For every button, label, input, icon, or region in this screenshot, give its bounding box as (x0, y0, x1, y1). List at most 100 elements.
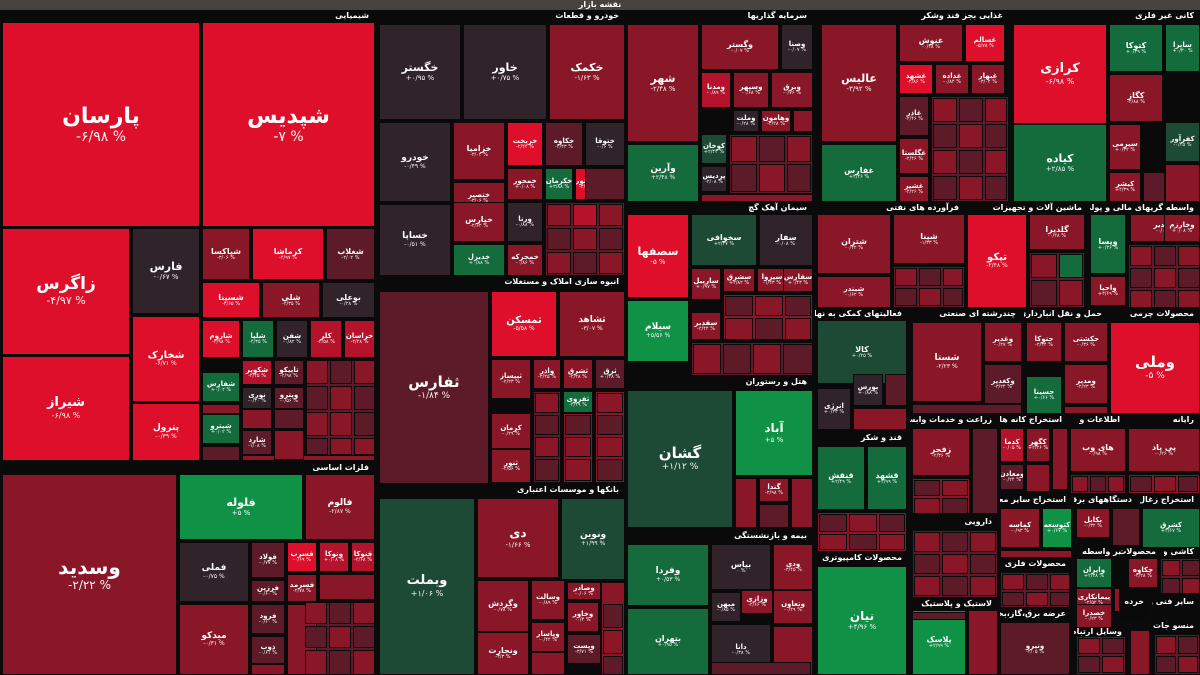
stock-tile[interactable]: ثبیساز% ۲/۲۳- (491, 359, 531, 399)
stock-tile[interactable]: واذر% ۲/۲۵- (533, 359, 561, 389)
stock-tile[interactable]: شسینا% ۴/۶۵- (202, 282, 260, 318)
stock-tile[interactable]: ونیرو% ۲/۰۵- (1000, 622, 1070, 675)
stock-tile[interactable]: وسپهر% ۰/۶۸- (733, 72, 769, 108)
treemap-cell[interactable] (354, 386, 375, 410)
stock-tile[interactable]: وآرین% ۲/۴۸+ (627, 144, 699, 202)
treemap-cell[interactable] (933, 150, 957, 174)
treemap-cell[interactable] (565, 459, 591, 481)
stock-tile[interactable]: غداده% ۰/۸۴- (935, 64, 969, 94)
stock-tile[interactable]: وصنا% ۰/۰۷- (781, 24, 813, 70)
stock-tile[interactable]: وتعاون% ۰/۲۹- (773, 590, 813, 624)
treemap-cell[interactable] (603, 630, 623, 654)
treemap-cell[interactable] (942, 532, 968, 552)
treemap-cell[interactable] (1059, 254, 1083, 278)
stock-tile[interactable]: سفدبر% ۲/۴۴- (691, 312, 721, 340)
treemap-cell[interactable] (603, 604, 623, 628)
treemap-cell[interactable] (1112, 508, 1140, 546)
stock-tile[interactable]: وملی% ۵- (1110, 322, 1200, 414)
treemap-cell[interactable] (573, 228, 597, 250)
stock-tile[interactable]: خکاوه% ۴/۴۳- (545, 122, 583, 166)
treemap-cell[interactable] (1078, 638, 1100, 654)
stock-tile[interactable]: بتهران% ۰/۹۵+ (627, 608, 709, 675)
treemap-cell[interactable] (1162, 560, 1180, 576)
treemap-cell[interactable] (912, 404, 1022, 414)
stock-tile[interactable]: ثفزوی% ۲/۴۹- (563, 391, 593, 413)
stock-tile[interactable]: پی پاد% ۰/۲۶- (1128, 428, 1200, 472)
treemap-cell[interactable] (1031, 280, 1057, 306)
treemap-cell[interactable] (330, 438, 352, 455)
treemap-cell[interactable] (1162, 578, 1180, 594)
treemap-cell[interactable] (1154, 268, 1176, 288)
treemap-cell[interactable] (547, 204, 571, 226)
treemap-cell[interactable] (329, 602, 351, 624)
stock-tile[interactable]: ویسا% ۰/۳۶+ (1090, 214, 1126, 274)
treemap-cell[interactable] (849, 534, 877, 550)
treemap-cell[interactable] (1143, 172, 1165, 202)
treemap-cell[interactable] (1154, 246, 1176, 266)
stock-tile[interactable]: گندا% ۲/۹۸- (759, 478, 789, 502)
stock-tile[interactable]: بپاس% ۰ (711, 544, 771, 590)
treemap-cell[interactable] (603, 656, 623, 675)
treemap-cell[interactable] (305, 626, 327, 648)
treemap-cell[interactable] (1156, 656, 1176, 673)
treemap-cell[interactable] (597, 437, 623, 457)
stock-tile[interactable]: سفارس% ۰/۴۳+ (783, 268, 813, 292)
treemap-cell[interactable] (791, 478, 813, 528)
stock-tile[interactable]: انرژی% ۰/۲۳+ (817, 388, 851, 430)
treemap-cell[interactable] (1002, 592, 1024, 606)
treemap-cell[interactable] (353, 650, 375, 675)
stock-tile[interactable]: ونجارت% ۳/۳- (477, 632, 529, 675)
treemap-cell[interactable] (1059, 280, 1083, 306)
stock-tile[interactable]: سخوافی% ۲/۳۷+ (691, 214, 757, 266)
treemap-cell[interactable] (787, 136, 811, 162)
stock-tile[interactable]: شپاکسا% ۳/۰۶- (202, 228, 250, 280)
stock-tile[interactable]: تپکو% ۲/۴۸- (967, 214, 1027, 308)
stock-tile[interactable]: شلی% ۴/۳۵- (262, 282, 320, 318)
stock-tile[interactable]: غشیر% ۴/۲۶- (899, 176, 929, 202)
stock-tile[interactable]: شستا% ۲/۲۳- (912, 322, 982, 402)
treemap-cell[interactable] (959, 176, 983, 200)
treemap-cell[interactable] (942, 554, 968, 574)
stock-tile[interactable]: کرمان% ۰/۲۹- (491, 413, 531, 449)
treemap-cell[interactable] (1154, 290, 1176, 308)
treemap-cell[interactable] (585, 168, 625, 200)
stock-tile[interactable]: پارسان% ۶/۹۸- (2, 22, 200, 227)
treemap-cell[interactable] (1050, 592, 1070, 606)
treemap-cell[interactable] (919, 288, 941, 306)
treemap-cell[interactable] (914, 576, 940, 596)
stock-tile[interactable]: ونوکا% ۰/۰۸+ (319, 542, 349, 572)
treemap-cell[interactable] (242, 409, 272, 429)
treemap-cell[interactable] (912, 612, 966, 620)
stock-tile[interactable]: کیشر% ۴/۳۹+ (1109, 172, 1141, 202)
treemap-cell[interactable] (959, 124, 983, 148)
treemap-cell[interactable] (565, 437, 591, 457)
stock-tile[interactable]: ونوین% ۱/۹۹+ (561, 498, 625, 580)
stock-tile[interactable]: زاگرس% ۴/۹۷- (2, 228, 130, 355)
treemap-cell[interactable] (942, 498, 968, 514)
stock-tile[interactable]: کگهر% ۲/۲۶+ (1026, 428, 1050, 462)
stock-tile[interactable]: غاذر% ۲/۴۶- (899, 96, 929, 136)
treemap-cell[interactable] (353, 602, 375, 624)
stock-tile[interactable]: ذوب% ۰/۶۱- (251, 636, 285, 664)
treemap-cell[interactable] (354, 412, 375, 436)
stock-tile[interactable]: حکشتی% ۰/۳۶- (1064, 322, 1108, 362)
stock-tile[interactable]: سصفها% ۵- (627, 214, 689, 298)
stock-tile[interactable]: شیراز% ۶/۹۸- (2, 356, 130, 461)
treemap-cell[interactable] (1182, 578, 1200, 594)
stock-tile[interactable]: شپنا% ۱/۳۳- (893, 214, 965, 264)
treemap-cell[interactable] (853, 408, 907, 430)
stock-tile[interactable]: خصدرا% ۰/۲۳- (1076, 604, 1112, 628)
stock-tile[interactable]: کشرق% ۲/۶۷+ (1142, 508, 1200, 548)
treemap-cell[interactable] (793, 110, 813, 132)
treemap-cell[interactable] (1156, 636, 1176, 654)
stock-tile[interactable]: وغدیر% ۰/۲۷- (984, 322, 1022, 362)
stock-tile[interactable]: فسرمد% ۲/۷۸- (287, 574, 317, 602)
stock-tile[interactable]: خودرو% ۰/۴۹- (379, 122, 451, 202)
treemap-cell[interactable] (914, 532, 940, 552)
treemap-cell[interactable] (943, 268, 963, 286)
stock-tile[interactable]: بوعلی% ۰/۲۸- (322, 282, 375, 318)
treemap-cell[interactable] (787, 164, 811, 192)
stock-tile[interactable]: خساپا% ۰/۵۱- (379, 204, 451, 276)
stock-tile[interactable]: غفارس% ۲/۴۶+ (821, 144, 897, 202)
stock-tile[interactable]: فالوم% ۲/۸۷- (305, 474, 375, 540)
